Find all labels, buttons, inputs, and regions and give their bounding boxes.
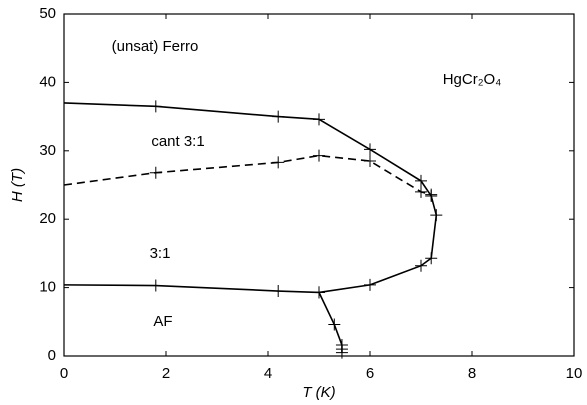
point-marker [425, 252, 438, 265]
x-tick-label: 0 [60, 365, 68, 382]
annotation: 3:1 [150, 245, 171, 262]
point-marker [415, 259, 427, 272]
point-marker [415, 174, 427, 187]
y-axis-label: H (T) [9, 168, 26, 202]
y-tick-label: 0 [48, 347, 56, 364]
point-marker [364, 143, 376, 156]
point-marker [313, 286, 325, 299]
point-marker [149, 100, 162, 113]
point-marker [149, 279, 162, 292]
y-tick-label: 10 [39, 279, 56, 296]
point-marker [272, 285, 285, 298]
x-axis-label: T (K) [302, 384, 335, 401]
annotation: cant 3:1 [151, 133, 204, 150]
annotation: AF [153, 313, 172, 330]
annotation: HgCr₂O₄ [443, 71, 502, 88]
point-marker [313, 113, 325, 126]
point-marker [328, 318, 341, 331]
x-tick-label: 6 [366, 365, 374, 382]
series-line [63, 154, 432, 196]
point-marker [272, 110, 285, 123]
y-tick-label: 20 [39, 210, 56, 227]
y-tick-label: 40 [39, 73, 56, 90]
x-tick-label: 4 [264, 365, 272, 382]
x-tick-label: 10 [566, 365, 583, 382]
point-marker [313, 149, 325, 162]
point-marker [364, 155, 376, 168]
y-tick-label: 30 [39, 142, 56, 159]
point-marker [335, 346, 348, 359]
series-line [63, 102, 438, 294]
point-marker [415, 185, 427, 198]
point-marker [425, 188, 438, 201]
annotation: (unsat) Ferro [112, 38, 199, 55]
y-tick-label: 50 [39, 5, 56, 22]
point-marker [430, 209, 443, 222]
x-tick-label: 8 [468, 365, 476, 382]
plot-frame [63, 13, 575, 357]
point-marker [149, 166, 162, 179]
x-tick-label: 2 [162, 365, 170, 382]
point-marker [272, 156, 285, 169]
point-marker [364, 278, 376, 291]
series-line [318, 292, 343, 353]
